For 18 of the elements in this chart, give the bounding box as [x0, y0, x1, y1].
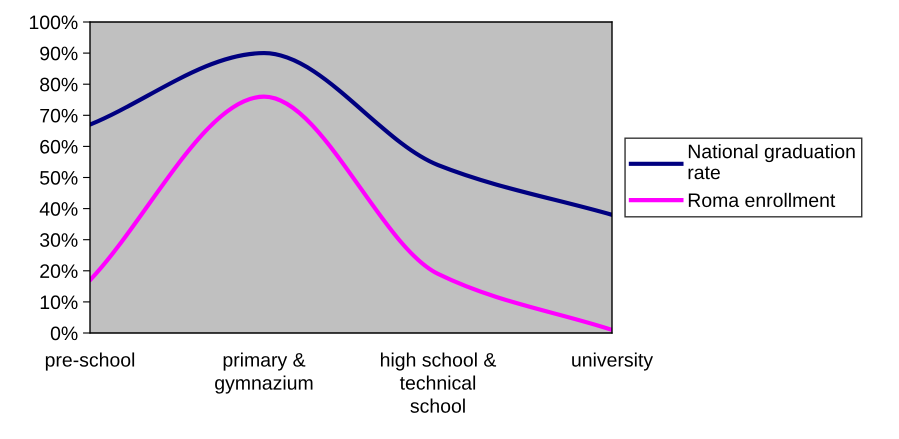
y-tick-label: 60% [40, 140, 78, 154]
y-tick-label: 70% [40, 108, 78, 123]
x-tick-label: high school & technical school [380, 352, 496, 413]
x-tick-label: primary & gymnazium [215, 352, 312, 394]
y-tick-label: 40% [40, 202, 78, 216]
y-tick-label: 10% [40, 295, 78, 310]
line-series [90, 51, 612, 217]
legend-label: National graduation rate [688, 144, 855, 180]
y-tick-label: 90% [40, 46, 78, 60]
y-tick-label: 80% [40, 78, 78, 92]
legend-label: Roma enrollment [688, 192, 836, 208]
x-tick-label: university [572, 352, 654, 371]
y-tick-label: 100% [30, 15, 78, 30]
y-tick-label: 50% [40, 170, 78, 185]
y-tick-label: 20% [40, 264, 78, 278]
x-tick-label: pre-school [46, 352, 134, 371]
y-tick-label: 0% [50, 326, 78, 340]
y-tick-label: 30% [40, 233, 78, 247]
